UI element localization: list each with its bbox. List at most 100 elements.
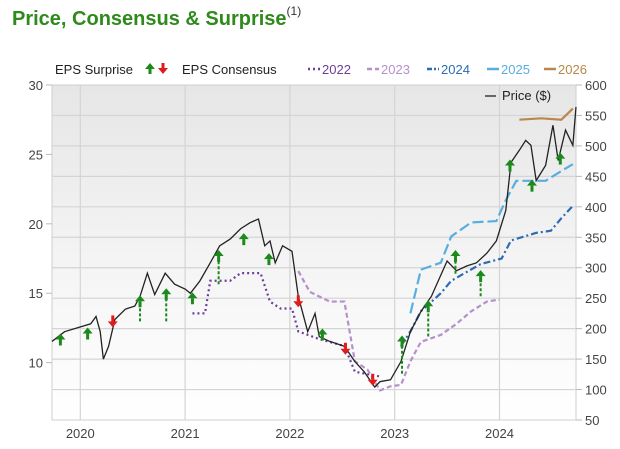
arrow-stem: [58, 339, 62, 346]
legend-price-label: Price ($): [502, 88, 551, 103]
arrow-stem: [400, 341, 404, 348]
arrow-up-icon: [504, 159, 515, 166]
arrow-up-icon: [187, 292, 198, 299]
right-tick-label: 150: [585, 352, 607, 367]
right-tick-label: 200: [585, 322, 607, 337]
arrow-up-icon: [450, 250, 461, 257]
arrow-stem: [508, 165, 512, 172]
arrow-up-icon: [526, 179, 537, 186]
x-tick-label: 2021: [171, 426, 200, 441]
left-tick-label: 20: [29, 217, 43, 232]
legend-label-2025: 2025: [501, 62, 530, 77]
surprise-arrow-up: [187, 292, 198, 305]
arrow-stem: [111, 315, 115, 322]
surprise-arrow-down: [293, 295, 304, 308]
plot-area: [51, 84, 577, 421]
surprise-arrow-up: [475, 270, 486, 297]
surprise-arrow-up: [55, 333, 66, 346]
arrow-stem: [138, 301, 142, 308]
x-tick-label: 2022: [275, 426, 304, 441]
legend: EPS Surprise EPS Consensus 2022 2023 2024 202…: [55, 62, 587, 103]
legend-down-arrow-stem: [161, 63, 165, 68]
consensus-line-2023: [297, 270, 500, 392]
arrow-stem: [558, 158, 562, 165]
series: [51, 106, 577, 392]
arrow-up-icon: [82, 327, 93, 334]
right-tick-label: 500: [585, 139, 607, 154]
arrow-down-icon: [293, 301, 304, 308]
arrow-stem: [426, 306, 430, 313]
arrow-up-icon: [238, 233, 249, 240]
right-tick-label: 600: [585, 78, 607, 93]
arrow-stem: [371, 373, 375, 380]
legend-label-2026: 2026: [558, 62, 587, 77]
surprise-arrow-down: [107, 315, 118, 328]
legend-down-arrow-icon: [158, 68, 168, 74]
arrow-up-icon: [213, 250, 224, 257]
arrow-up-icon: [317, 328, 328, 335]
consensus-line-2025: [409, 163, 574, 314]
x-tick-label: 2024: [485, 426, 514, 441]
arrow-down-icon: [107, 321, 118, 328]
arrow-up-icon: [135, 295, 146, 302]
surprise-arrow-down: [367, 373, 378, 386]
arrow-stem: [217, 256, 221, 263]
arrow-stem: [190, 298, 194, 305]
arrow-up-icon: [397, 335, 408, 342]
arrow-stem: [343, 342, 347, 349]
x-tick-label: 2020: [66, 426, 95, 441]
arrow-stem: [86, 333, 90, 340]
arrow-stem: [479, 276, 483, 283]
left-tick-label: 25: [29, 147, 43, 162]
title-footnote: (1): [286, 4, 302, 18]
arrow-up-icon: [263, 253, 274, 260]
arrow-up-icon: [475, 270, 486, 277]
surprise-arrow-up: [423, 300, 434, 337]
axes: 50 100 150 200 250 300 350 400 450 500 550 600 10 15 2…: [29, 78, 607, 441]
surprise-arrow-up: [135, 295, 146, 322]
legend-consensus-label: EPS Consensus: [182, 62, 277, 77]
arrow-up-icon: [55, 333, 66, 340]
legend-label-2023: 2023: [381, 62, 410, 77]
left-tick-label: 10: [29, 356, 43, 371]
arrow-stem: [267, 259, 271, 266]
right-tick-label: 300: [585, 261, 607, 276]
right-tick-label: 100: [585, 383, 607, 398]
surprise-arrow-up: [504, 159, 515, 172]
surprise-arrow-up: [161, 288, 172, 322]
surprise-arrow-up: [238, 233, 249, 246]
arrow-up-icon: [423, 300, 434, 307]
gridlines: [52, 85, 576, 420]
surprise-arrow-up: [82, 327, 93, 340]
arrow-stem: [164, 294, 168, 301]
legend-up-arrow-icon: [145, 63, 155, 69]
arrow-stem: [242, 239, 246, 246]
right-tick-label: 250: [585, 291, 607, 306]
surprise-arrow-up: [213, 250, 224, 285]
chart-title: Price, Consensus & Surprise(1): [12, 4, 301, 31]
arrow-stem: [530, 185, 534, 192]
right-tick-label: 350: [585, 230, 607, 245]
arrow-stem: [320, 334, 324, 341]
arrow-down-icon: [367, 379, 378, 386]
legend-up-arrow-stem: [148, 69, 152, 74]
left-tick-label: 15: [29, 286, 43, 301]
surprise-arrow-up: [555, 152, 566, 165]
arrow-stem: [296, 295, 300, 302]
consensus-line-2026: [519, 107, 574, 121]
x-tick-label: 2023: [380, 426, 409, 441]
surprise-arrow-down: [340, 342, 351, 355]
surprise-arrow-up: [317, 328, 328, 341]
right-tick-label: 400: [585, 200, 607, 215]
legend-surprise-label: EPS Surprise: [55, 62, 133, 77]
legend-label-2024: 2024: [441, 62, 470, 77]
arrow-down-icon: [340, 348, 351, 355]
legend-label-2022: 2022: [322, 62, 351, 77]
surprise-arrow-up: [397, 335, 408, 374]
surprise-arrow-up: [263, 253, 274, 266]
chart-title-text: Price, Consensus & Surprise: [12, 8, 287, 30]
left-tick-label: 30: [29, 78, 43, 93]
arrow-up-icon: [161, 288, 172, 295]
right-tick-label: 50: [585, 413, 599, 428]
